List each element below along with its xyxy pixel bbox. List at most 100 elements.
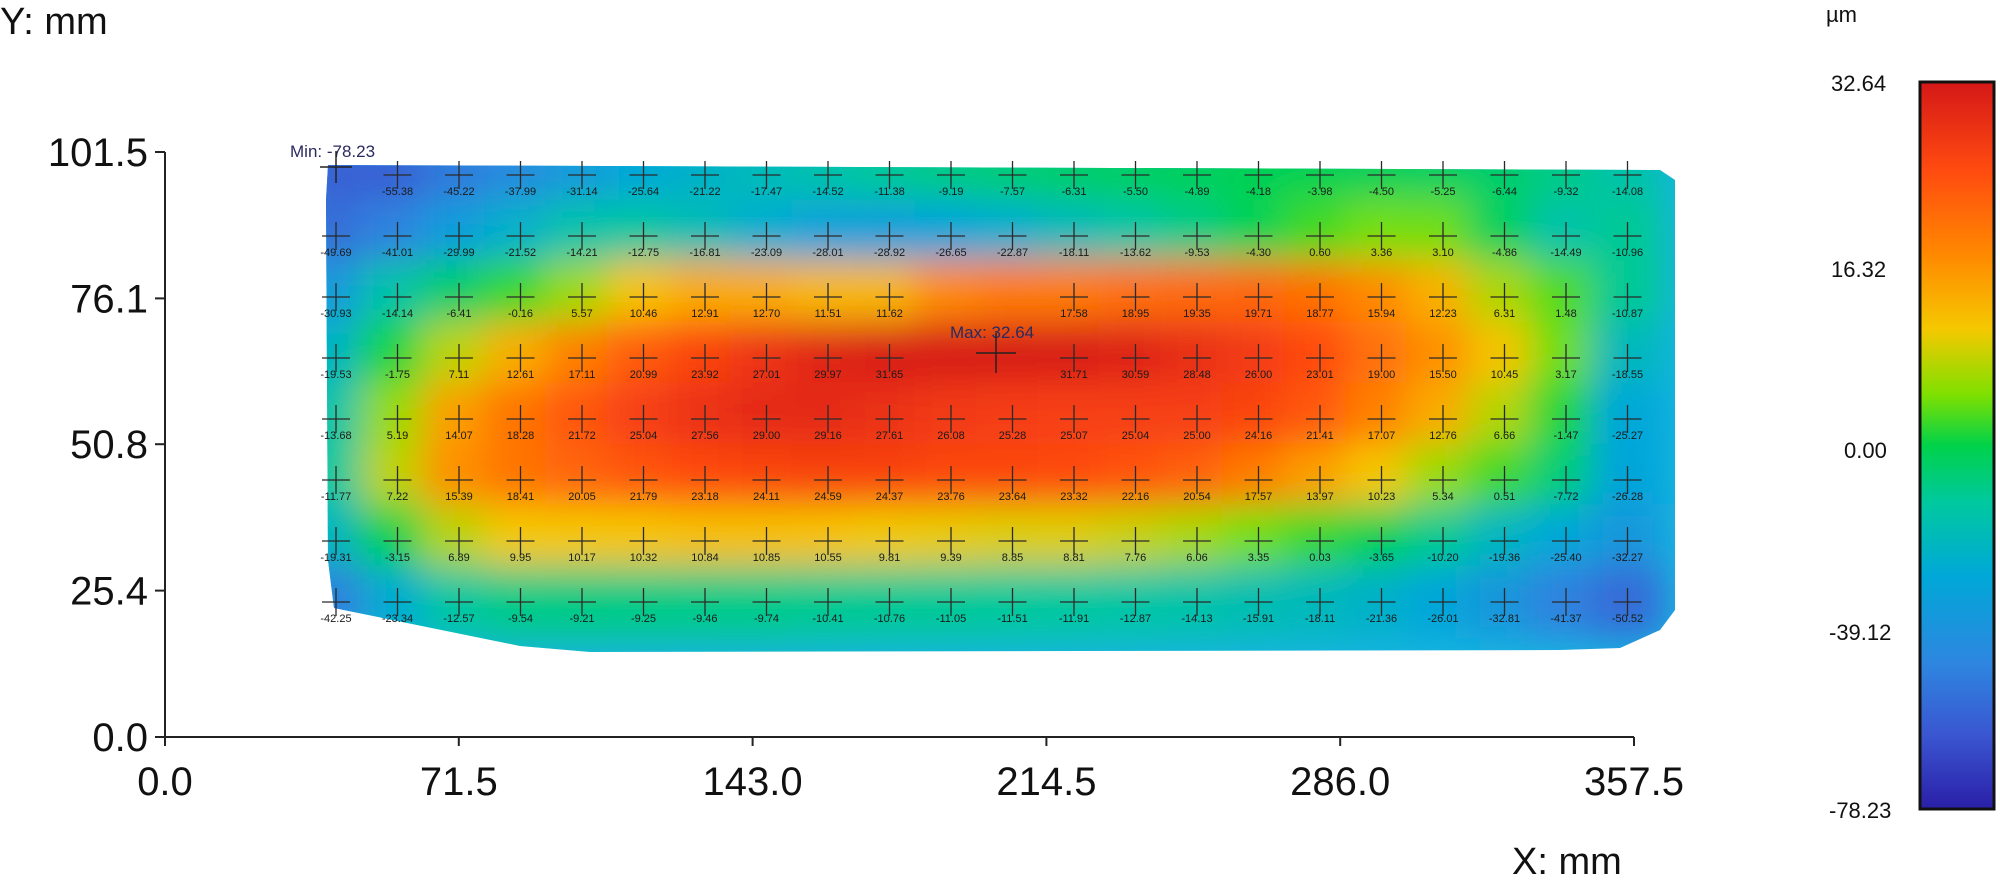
value-label: 23.64: [999, 491, 1027, 503]
x-tick-label: 286.0: [1290, 760, 1390, 804]
value-label: -41.01: [382, 247, 413, 259]
value-label: -50.52: [1612, 613, 1643, 625]
value-label: -26.28: [1612, 491, 1643, 503]
value-label: 30.59: [1122, 369, 1150, 381]
value-label: -11.38: [874, 186, 904, 198]
value-label: -7.57: [1000, 186, 1025, 198]
value-label: 20.54: [1183, 491, 1211, 503]
value-label: 25.00: [1183, 430, 1211, 442]
value-label: 12.23: [1429, 308, 1457, 320]
heatmap-cell: [914, 321, 988, 395]
value-label: -18.55: [1612, 369, 1643, 381]
value-label: 3.36: [1371, 247, 1392, 259]
value-label: -10.96: [1612, 247, 1643, 259]
value-label: 22.16: [1122, 491, 1150, 503]
axes: 0.0 25.4 50.8 76.1 101.5 0.0 71.5 143.0 214.5 28…: [48, 131, 1684, 804]
value-label: -7.72: [1553, 491, 1578, 503]
heatmap-cell: [975, 260, 1050, 334]
value-label: -3.98: [1307, 186, 1332, 198]
value-label: -5.25: [1430, 186, 1455, 198]
value-label: -3.65: [1369, 552, 1394, 564]
value-label: -32.27: [1612, 552, 1643, 564]
value-label: -3.15: [385, 552, 410, 564]
value-label: -45.22: [443, 186, 474, 198]
value-label: 29.16: [814, 430, 842, 442]
heatmap-surface: [326, 165, 1675, 652]
value-label: 18.41: [507, 491, 535, 503]
value-label: 1.48: [1555, 308, 1576, 320]
colorbar-rect: [1918, 80, 1996, 811]
y-tick-label: 0.0: [92, 716, 148, 760]
value-label: 23.01: [1306, 369, 1334, 381]
value-label: -10.76: [874, 613, 905, 625]
value-label: -13.62: [1120, 247, 1151, 259]
value-label: 18.95: [1122, 308, 1150, 320]
value-label: 31.71: [1060, 369, 1088, 381]
value-label: 24.59: [814, 491, 842, 503]
value-label: 21.72: [568, 430, 596, 442]
value-label: -9.32: [1553, 186, 1578, 198]
y-tick-label: 76.1: [70, 277, 148, 321]
value-label: -12.57: [443, 613, 474, 625]
value-label: -10.41: [812, 613, 843, 625]
value-label: 21.79: [630, 491, 658, 503]
value-label: 10.23: [1368, 491, 1396, 503]
x-tick-label: 71.5: [420, 760, 498, 804]
value-label: 10.84: [691, 552, 719, 564]
value-label: 8.85: [1002, 552, 1023, 564]
value-label: -9.54: [508, 613, 533, 625]
value-label: -12.75: [628, 247, 659, 259]
value-label: -0.16: [508, 308, 533, 320]
value-label: 0.03: [1309, 552, 1330, 564]
value-label: 11.62: [876, 308, 903, 320]
value-label: 19.00: [1368, 369, 1396, 381]
x-tick-label: 0.0: [137, 760, 193, 804]
value-label: 23.92: [691, 369, 719, 381]
y-axis-title: Y: mm: [0, 1, 108, 43]
value-label: 28.48: [1183, 369, 1211, 381]
colorbar-label-zero: 0.00: [1844, 438, 1887, 463]
value-label: 29.00: [753, 430, 781, 442]
value-label: -28.01: [812, 247, 843, 259]
colorbar-label-min: -78.23: [1829, 798, 1891, 823]
value-label: 0.60: [1309, 247, 1330, 259]
value-label: 12.76: [1429, 430, 1457, 442]
value-label: -19.31: [320, 552, 351, 564]
value-label: 27.61: [876, 430, 904, 442]
heatmap-cell: [914, 260, 988, 334]
value-label: -25.64: [628, 186, 659, 198]
value-label: -6.44: [1492, 186, 1517, 198]
value-label: 13.97: [1306, 491, 1334, 503]
value-label: -19.36: [1489, 552, 1520, 564]
value-label: -4.89: [1184, 186, 1209, 198]
value-label: 24.37: [876, 491, 904, 503]
value-label: 10.32: [630, 552, 658, 564]
value-label: -14.08: [1612, 186, 1643, 198]
value-label: 25.07: [1060, 430, 1088, 442]
value-label: -37.99: [505, 186, 536, 198]
value-label: 25.28: [999, 430, 1027, 442]
value-label: -11.05: [936, 613, 966, 625]
value-label: 26.08: [937, 430, 965, 442]
value-label: 15.50: [1429, 369, 1457, 381]
colorbar: µm 32.64 16.32 0.00 -39.12 -78.23: [1826, 2, 1996, 823]
value-label: -23.34: [382, 613, 413, 625]
value-label: 17.57: [1245, 491, 1273, 503]
value-label: -15.91: [1243, 613, 1274, 625]
value-label: -14.13: [1181, 613, 1212, 625]
value-label: -23.09: [751, 247, 782, 259]
value-label: 10.45: [1491, 369, 1519, 381]
value-label: -4.86: [1492, 247, 1517, 259]
value-label: -25.40: [1550, 552, 1581, 564]
value-label: -9.19: [938, 186, 963, 198]
value-label: 11.51: [815, 308, 842, 320]
value-label: -17.47: [751, 186, 782, 198]
value-label: 7.76: [1125, 552, 1146, 564]
value-label: 17.11: [569, 369, 596, 381]
heatmap-cell: [975, 321, 1050, 395]
value-label: 29.97: [814, 369, 842, 381]
value-label: -9.46: [692, 613, 717, 625]
x-tick-label: 143.0: [703, 760, 803, 804]
value-label: 19.71: [1245, 308, 1273, 320]
value-label: 25.04: [630, 430, 658, 442]
